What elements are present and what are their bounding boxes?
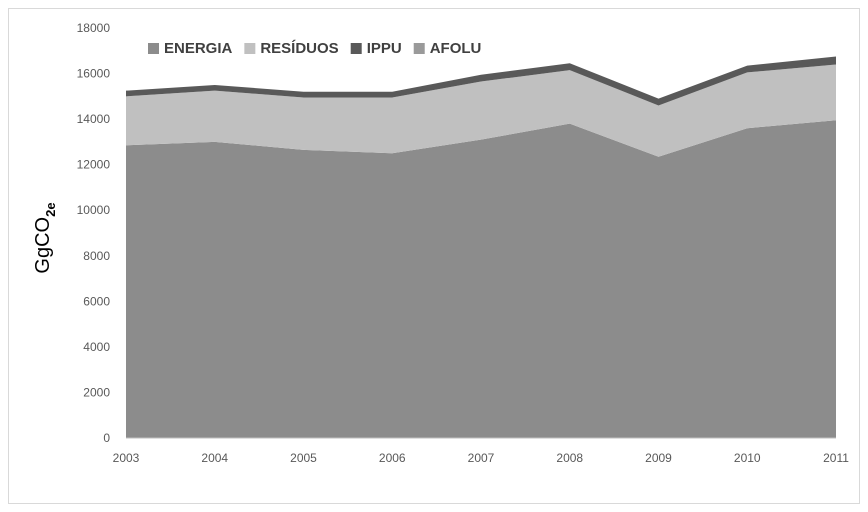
x-tick-label: 2010	[734, 451, 761, 465]
legend-swatch	[148, 43, 159, 54]
y-tick-label: 6000	[83, 294, 110, 308]
area-res-duos	[126, 64, 836, 157]
x-tick-label: 2006	[379, 451, 406, 465]
legend-label: ENERGIA	[164, 40, 233, 57]
area-ippu	[126, 56, 836, 106]
y-tick-label: 2000	[83, 385, 110, 399]
y-tick-label: 10000	[77, 203, 111, 217]
y-axis-label: GgCO2e	[32, 202, 58, 273]
y-tick-label: 12000	[77, 158, 111, 172]
chart-frame	[8, 8, 860, 504]
x-tick-label: 2011	[823, 451, 849, 465]
legend-item: ENERGIA	[148, 40, 233, 57]
legend-item: RESÍDUOS	[244, 40, 339, 57]
y-tick-label: 14000	[77, 112, 111, 126]
y-tick-label: 18000	[77, 21, 111, 35]
x-tick-labels: 2003 2004 2005 2006 2007 2008 2009 2010 2011	[113, 451, 850, 465]
legend: ENERGIA RESÍDUOS IPPU AFOLU	[148, 40, 481, 57]
x-tick-label: 2007	[468, 451, 495, 465]
y-tick-labels: 0 2000 4000 6000 8000 10000 12000 14000 16000 180…	[77, 21, 111, 445]
x-tick-label: 2009	[645, 451, 672, 465]
y-axis-label-main: GgCO	[32, 217, 54, 274]
x-tick-label: 2004	[201, 451, 228, 465]
x-tick-label: 2005	[290, 451, 317, 465]
y-axis-label-subscript: 2e	[43, 202, 58, 216]
legend-swatch	[413, 43, 425, 54]
y-tick-label: 0	[103, 431, 110, 445]
y-tick-label: 4000	[83, 340, 110, 354]
legend-label: RESÍDUOS	[260, 40, 338, 57]
area-layers	[126, 56, 836, 438]
x-tick-label: 2003	[113, 451, 140, 465]
y-tick-label: 16000	[77, 67, 111, 81]
legend-item: AFOLU	[413, 40, 482, 57]
legend-item: IPPU	[350, 40, 402, 57]
legend-label: IPPU	[367, 40, 402, 57]
legend-swatch	[350, 43, 362, 54]
legend-swatch	[244, 43, 256, 54]
area-energia	[126, 120, 836, 438]
x-tick-label: 2008	[556, 451, 583, 465]
legend-label: AFOLU	[430, 40, 482, 57]
y-tick-label: 8000	[83, 249, 110, 263]
y-axis-label-text: GgCO2e	[32, 202, 58, 273]
